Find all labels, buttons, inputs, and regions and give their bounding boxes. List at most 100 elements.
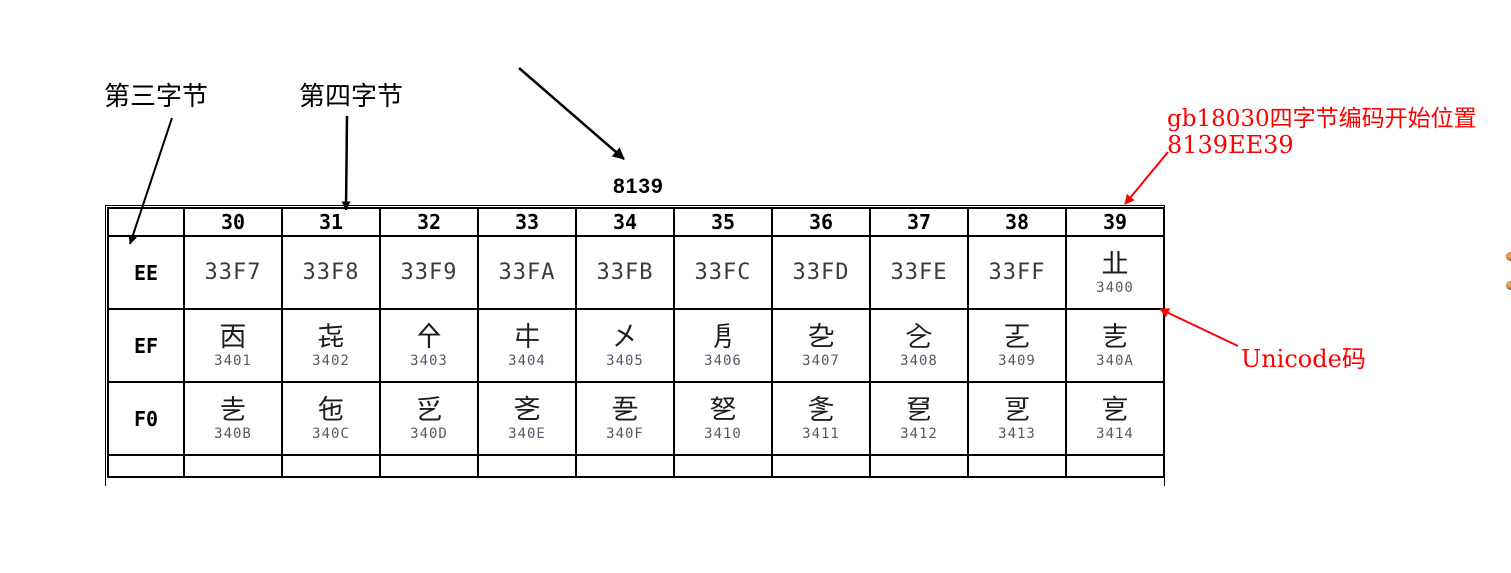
cjk-character: 㐈 — [905, 321, 933, 353]
character-cell: 㐈 3408 — [869, 308, 969, 383]
cjk-character: 㐒 — [905, 394, 933, 426]
cjk-character: 㐅 — [611, 321, 639, 353]
unicode-codepoint: 3410 — [704, 425, 742, 442]
column-header-34: 34 — [575, 207, 675, 237]
gb18030-start-note: gb18030四字节编码开始位置 8139EE39 — [1167, 106, 1499, 158]
empty-cell — [477, 454, 577, 478]
cjk-character: 㐓 — [1003, 394, 1031, 426]
table-row-F0: F0 㐋 340B 㐌 340C 㐍 340D 㐎 340E 㐏 340F 㐐 3410 㐑 3411 㐒 34… — [107, 381, 1164, 456]
column-header-39: 39 — [1065, 207, 1164, 237]
empty-cell — [869, 454, 969, 478]
gb18030-start-note-title: gb18030四字节编码开始位置 — [1167, 106, 1477, 132]
row-header-F0: F0 — [107, 381, 185, 456]
unicode-codepoint: 3401 — [214, 352, 252, 369]
cjk-character: 㐉 — [1003, 321, 1031, 353]
gb18030-unicode-table: 30 31 32 33 34 35 36 37 38 39 EE 33F7 33F8 33F9 33FA 3… — [107, 207, 1164, 478]
unicode-codepoint: 3400 — [1096, 279, 1134, 296]
unicode-codepoint: 3404 — [508, 352, 546, 369]
unicode-hex-cell: 33FC — [673, 235, 773, 310]
unicode-hex-cell: 33FF — [967, 235, 1067, 310]
row-header-EF: EF — [107, 308, 185, 383]
unicode-codepoint: 3406 — [704, 352, 742, 369]
unicode-hex-cell: 33FD — [771, 235, 871, 310]
unicode-codepoint: 340B — [214, 425, 252, 442]
column-header-33: 33 — [477, 207, 577, 237]
table-row-EF: EF 㐁 3401 㐂 3402 㐃 3403 㐄 3404 㐅 3405 㐆 3406 㐇 3407 㐈 34… — [107, 308, 1164, 383]
unicode-codepoint: 3414 — [1096, 425, 1134, 442]
character-cell: 㐆 3406 — [673, 308, 773, 383]
character-cell: 㐑 3411 — [771, 381, 871, 456]
empty-cell — [1065, 454, 1164, 478]
cjk-character: 㐍 — [415, 394, 443, 426]
unicode-hex-cell: 33FE — [869, 235, 969, 310]
unicode-code-label: Unicode码 — [1241, 345, 1366, 373]
unicode-codepoint: 3407 — [802, 352, 840, 369]
unicode-codepoint: 340A — [1096, 352, 1134, 369]
unicode-codepoint: 340D — [410, 425, 448, 442]
gb18030-start-arrow — [1124, 151, 1169, 205]
character-cell: 㐂 3402 — [281, 308, 381, 383]
cjk-character: 㐂 — [317, 321, 345, 353]
column-header-31: 31 — [281, 207, 381, 237]
character-cell: 㐇 3407 — [771, 308, 871, 383]
character-cell: 㐋 340B — [183, 381, 283, 456]
unicode-codepoint: 3409 — [998, 352, 1036, 369]
empty-cell — [183, 454, 283, 478]
table-row-partial — [107, 454, 1164, 478]
empty-cell — [281, 454, 381, 478]
unicode-codepoint: 3405 — [606, 352, 644, 369]
cjk-character: 㐐 — [709, 394, 737, 426]
character-cell: 㐐 3410 — [673, 381, 773, 456]
character-cell: 㐀 3400 — [1065, 235, 1164, 310]
unicode-codepoint: 3412 — [900, 425, 938, 442]
unicode-codepoint: 3402 — [312, 352, 350, 369]
gb18030-start-note-code: 8139EE39 — [1167, 131, 1294, 159]
empty-cell — [575, 454, 675, 478]
code-table-frame: 30 31 32 33 34 35 36 37 38 39 EE 33F7 33F8 33F9 33FA 3… — [105, 205, 1165, 486]
column-header-36: 36 — [771, 207, 871, 237]
unicode-codepoint: 3408 — [900, 352, 938, 369]
cjk-character: 㐔 — [1101, 394, 1129, 426]
cjk-character: 㐁 — [219, 321, 247, 353]
character-cell: 㐍 340D — [379, 381, 479, 456]
character-cell: 㐁 3401 — [183, 308, 283, 383]
character-cell: 㐃 3403 — [379, 308, 479, 383]
empty-cell — [967, 454, 1067, 478]
prefix-code-8139: 8139 — [613, 175, 664, 198]
character-cell: 㐅 3405 — [575, 308, 675, 383]
cjk-character: 㐆 — [709, 321, 737, 353]
empty-cell — [673, 454, 773, 478]
cjk-character: 㐌 — [317, 394, 345, 426]
character-cell: 㐔 3414 — [1065, 381, 1164, 456]
row-header-EE: EE — [107, 235, 185, 310]
character-cell: 㐒 3412 — [869, 381, 969, 456]
unicode-codepoint: 340F — [606, 425, 644, 442]
cjk-character: 㐎 — [513, 394, 541, 426]
character-cell: 㐎 340E — [477, 381, 577, 456]
column-header-37: 37 — [869, 207, 969, 237]
character-cell: 㐊 340A — [1065, 308, 1164, 383]
fourth-byte-arrow — [341, 115, 351, 211]
unicode-codepoint: 3411 — [802, 425, 840, 442]
unicode-hex-cell: 33FA — [477, 235, 577, 310]
column-header-38: 38 — [967, 207, 1067, 237]
empty-cell — [771, 454, 871, 478]
unicode-code-arrow — [1159, 308, 1239, 347]
bullet-dot — [1506, 281, 1511, 290]
unicode-codepoint: 340E — [508, 425, 546, 442]
unicode-codepoint: 340C — [312, 425, 350, 442]
unicode-hex-cell: 33F8 — [281, 235, 381, 310]
unicode-hex-cell: 33FB — [575, 235, 675, 310]
cjk-character: 㐀 — [1101, 248, 1129, 280]
corner-cell — [107, 207, 185, 237]
empty-cell — [107, 454, 185, 478]
unicode-codepoint: 3413 — [998, 425, 1036, 442]
cjk-character: 㐊 — [1101, 321, 1129, 353]
cjk-character: 㐏 — [611, 394, 639, 426]
unicode-hex-cell: 33F9 — [379, 235, 479, 310]
prefix-code-arrow — [518, 67, 625, 160]
unicode-hex-cell: 33F7 — [183, 235, 283, 310]
column-header-32: 32 — [379, 207, 479, 237]
empty-cell — [379, 454, 479, 478]
